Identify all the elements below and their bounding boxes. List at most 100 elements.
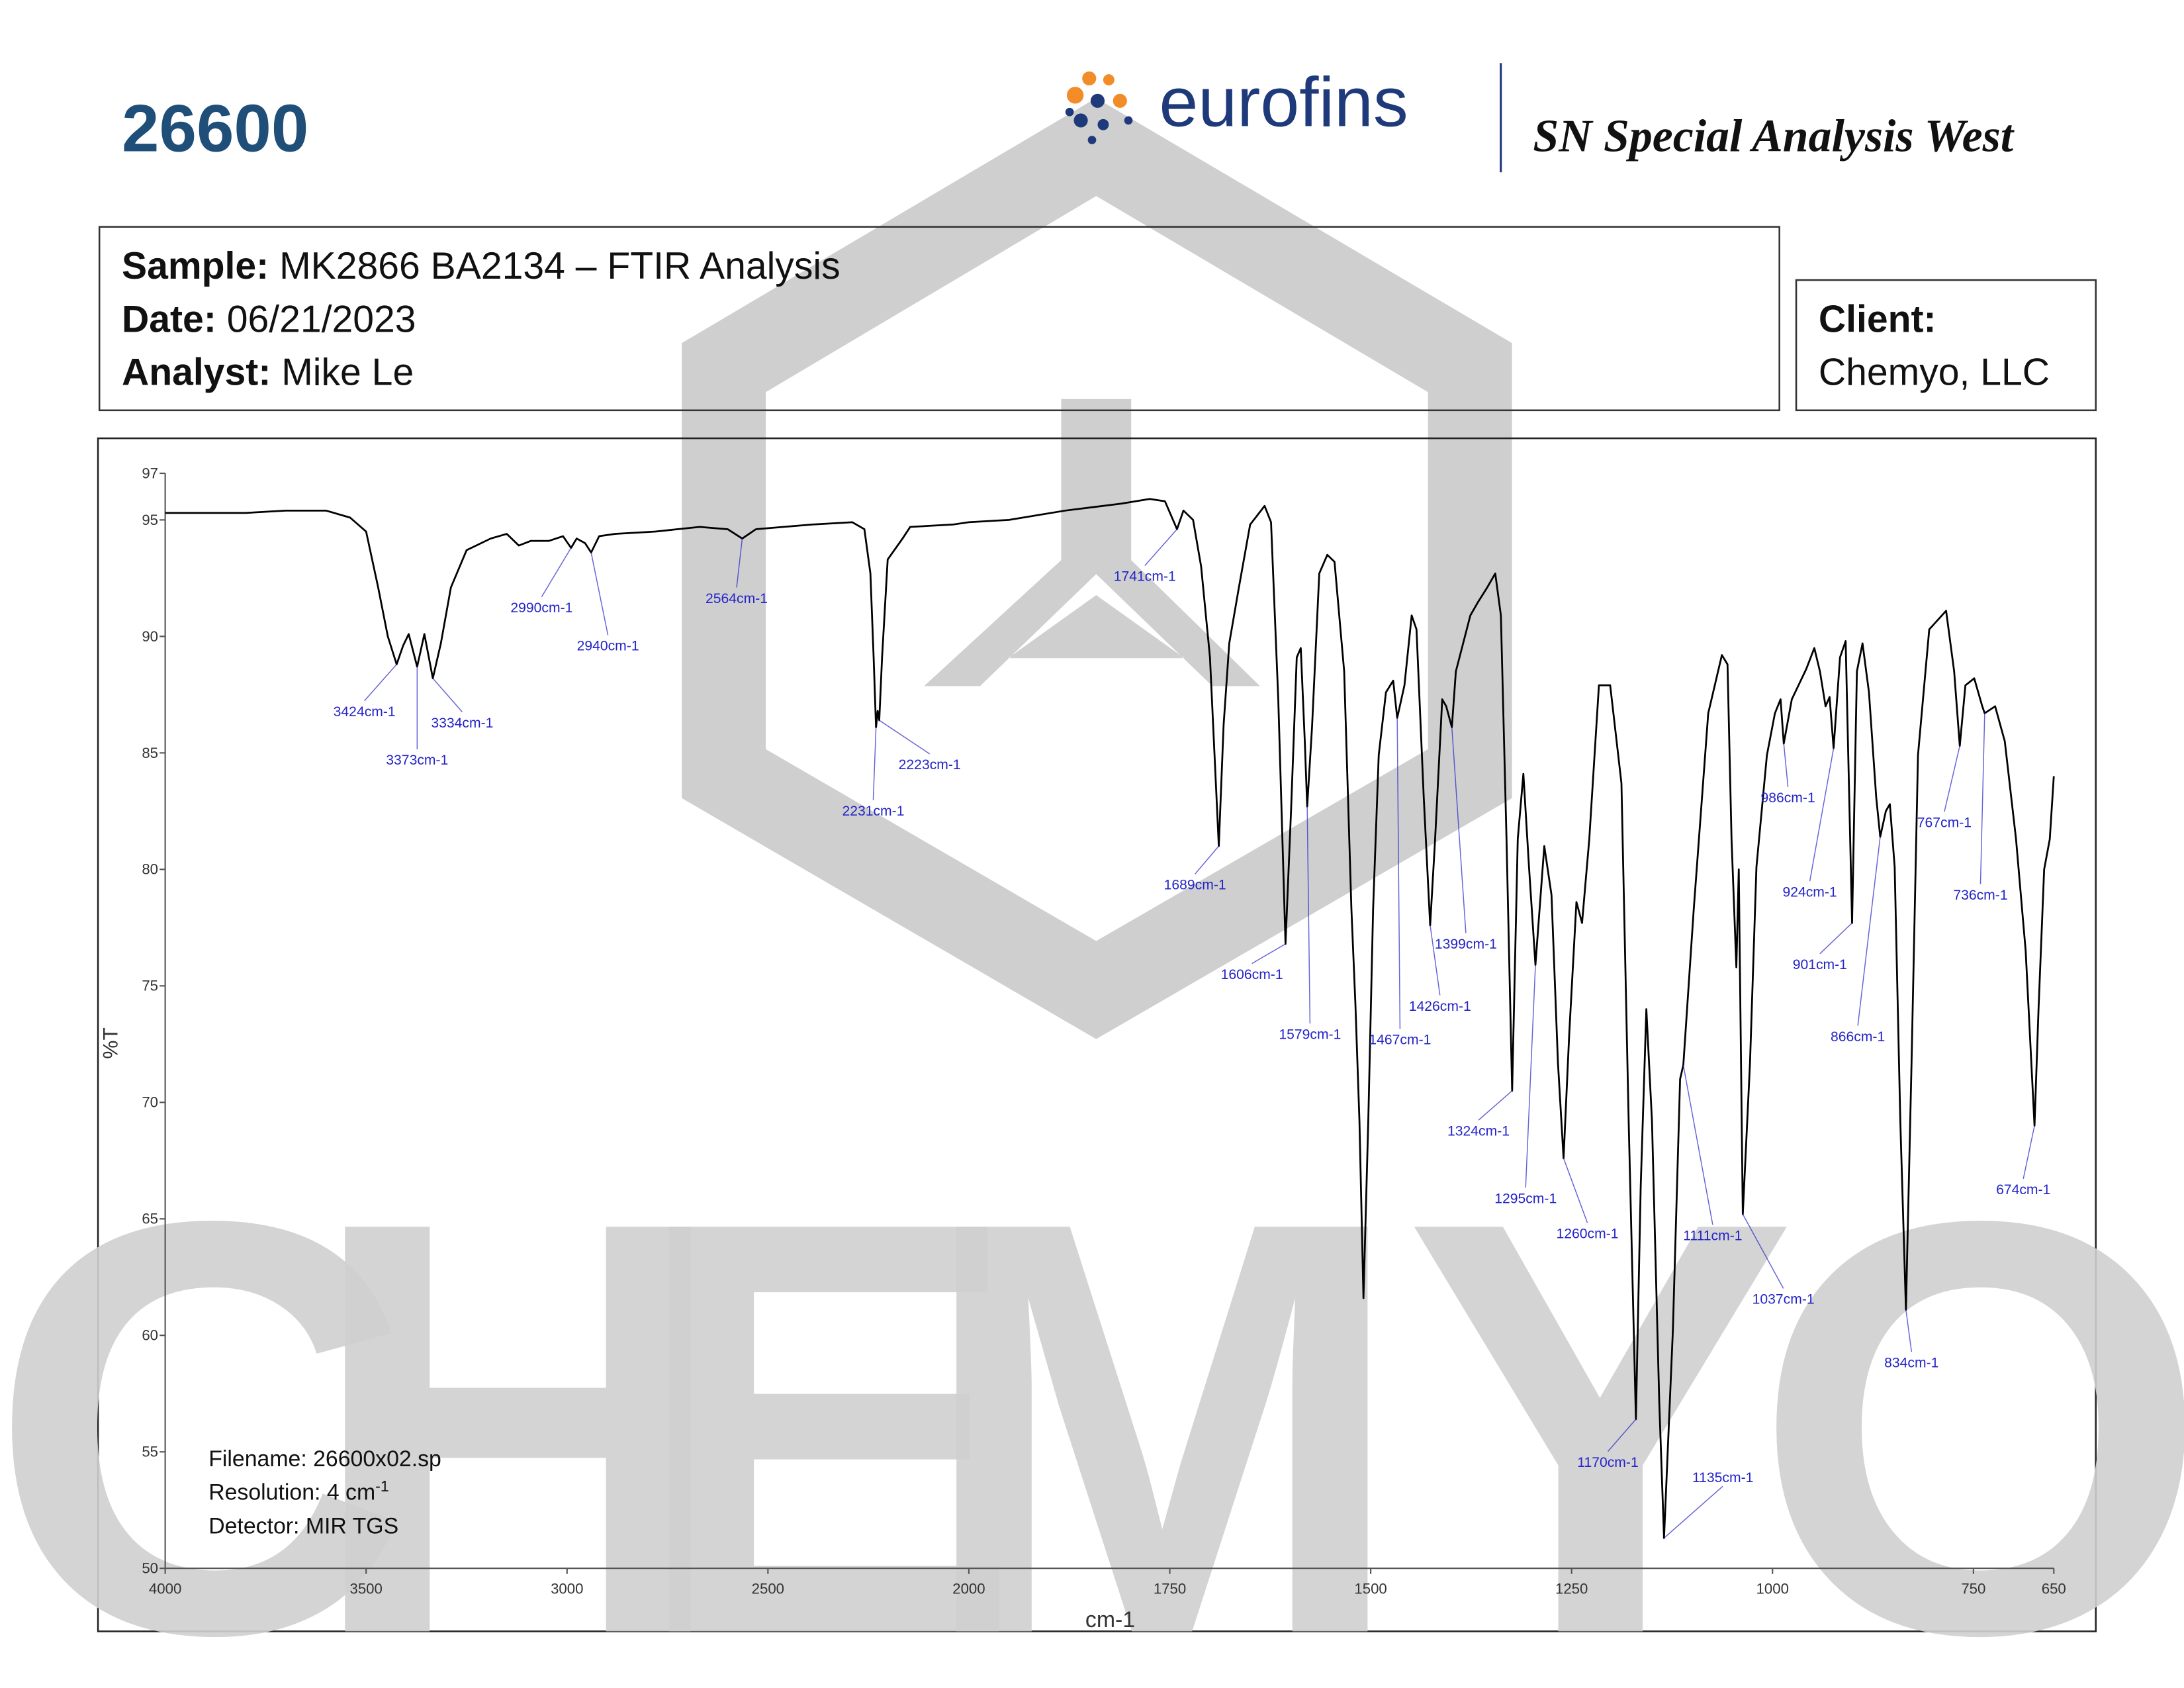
- watermark-letter: E: [630, 1100, 1023, 1688]
- peak-label: 2990cm-1: [510, 600, 572, 616]
- field-label: Analyst:: [122, 352, 271, 394]
- x-tick-label: 1000: [1756, 1580, 1789, 1597]
- y-tick-label: 60: [142, 1327, 158, 1344]
- peak-leader: [1857, 836, 1881, 1026]
- note: Resolution: 4 cm-1: [208, 1477, 389, 1505]
- peak-label: 866cm-1: [1831, 1029, 1885, 1045]
- watermark-flask: [924, 399, 1260, 686]
- note-text: Resolution: 4 cm: [208, 1480, 375, 1505]
- x-tick-label: 1250: [1555, 1580, 1588, 1597]
- peak-leader: [364, 664, 397, 702]
- peak-leader: [590, 552, 609, 635]
- chart-frame: [97, 437, 2097, 1632]
- x-tick-label: 1500: [1354, 1580, 1387, 1597]
- y-tick-label: 50: [142, 1560, 158, 1577]
- y-tick-label: 85: [142, 745, 158, 761]
- note: Detector: MIR TGS: [208, 1513, 398, 1538]
- x-tick-label: 1750: [1154, 1580, 1186, 1597]
- peak-label: 767cm-1: [1917, 815, 1972, 830]
- client-box: [1795, 279, 2097, 412]
- peak-leader: [541, 547, 572, 598]
- peak-leader: [1144, 528, 1177, 566]
- peak-leader: [1396, 718, 1401, 1029]
- peak-leader: [1663, 1485, 1723, 1539]
- peak-leader: [1306, 806, 1311, 1024]
- peak-label: 674cm-1: [1996, 1182, 2050, 1197]
- peak-label: 1689cm-1: [1164, 878, 1226, 893]
- peak-label: 2231cm-1: [842, 804, 904, 819]
- spectrum-line: [165, 498, 2055, 1539]
- peak-label: 2564cm-1: [705, 591, 768, 606]
- watermark-letter: O: [1752, 1100, 2184, 1688]
- y-tick-label: 70: [142, 1094, 158, 1111]
- plot: 50 55 60 65 70 75 80 85 90 95 97 4000 3500 3000 2500 20…: [99, 465, 2066, 1632]
- watermark-letter: H: [306, 1100, 731, 1688]
- peak-label: 2940cm-1: [577, 639, 639, 654]
- analyst-line: Analyst: Mike Le: [122, 352, 414, 394]
- peak-label: 3334cm-1: [431, 716, 493, 731]
- x-tick-label: 750: [1961, 1580, 1985, 1597]
- watermark-letter: M: [917, 1100, 1407, 1688]
- peak-label: 1260cm-1: [1556, 1226, 1618, 1241]
- peak-label: 736cm-1: [1953, 888, 2007, 903]
- peak-label: 834cm-1: [1884, 1355, 1938, 1370]
- peak-leader: [1809, 748, 1835, 882]
- peak-leader: [1783, 743, 1789, 787]
- peak-label: 3424cm-1: [334, 704, 396, 720]
- y-tick-label: 95: [142, 512, 158, 528]
- x-tick-label: 4000: [149, 1580, 181, 1597]
- peak-leader: [736, 538, 743, 588]
- note-text: Detector: MIR TGS: [208, 1513, 398, 1538]
- y-axis-title: %T: [99, 1027, 122, 1059]
- peak-label: 924cm-1: [1782, 885, 1837, 900]
- peak-label: 1295cm-1: [1494, 1191, 1557, 1206]
- field-label: Sample:: [122, 245, 269, 287]
- peak-leader: [2023, 1125, 2035, 1180]
- sample-box: [98, 226, 1780, 412]
- field-value: Mike Le: [281, 352, 414, 394]
- brand-name: eurofins: [1160, 63, 1408, 141]
- peak-label: 1111cm-1: [1683, 1228, 1742, 1243]
- y-tick-label: 90: [142, 628, 158, 645]
- peak-leader: [1451, 727, 1467, 933]
- peak-label: 3373cm-1: [386, 753, 448, 768]
- peak-leader: [432, 678, 463, 712]
- peak-leader: [1819, 922, 1852, 955]
- client-name: Chemyo, LLC: [1819, 352, 2050, 394]
- lab-name: SN Special Analysis West: [1533, 111, 2015, 162]
- peak-label: 2223cm-1: [899, 757, 961, 773]
- field-value: MK2866 BA2134 – FTIR Analysis: [279, 245, 841, 287]
- peak-leader: [1742, 1213, 1784, 1289]
- x-tick-label: 3000: [551, 1580, 583, 1597]
- peak-leader: [1944, 745, 1960, 812]
- peak-label: 1399cm-1: [1435, 937, 1497, 952]
- peak-leader: [1525, 964, 1536, 1188]
- watermark-letter: Y: [1404, 1100, 1797, 1688]
- peak-label: 1170cm-1: [1577, 1455, 1638, 1470]
- y-tick-label: 80: [142, 861, 158, 878]
- x-tick-label: 3500: [349, 1580, 382, 1597]
- peak-label: 1741cm-1: [1114, 569, 1176, 585]
- peak-label: 1467cm-1: [1369, 1032, 1431, 1047]
- eurofins-logo-dots: [1065, 71, 1133, 144]
- note-text: Filename: 26600x02.sp: [208, 1446, 441, 1472]
- x-axis-title: cm-1: [1085, 1607, 1135, 1632]
- peak-label: 986cm-1: [1760, 790, 1815, 806]
- peak-label: 1324cm-1: [1447, 1123, 1510, 1139]
- x-tick-label: 2000: [952, 1580, 985, 1597]
- sample-line: Sample: MK2866 BA2134 – FTIR Analysis: [122, 245, 841, 287]
- field-value: 06/21/2023: [227, 298, 416, 340]
- peak-label: 1606cm-1: [1221, 967, 1283, 982]
- peak-label: 1579cm-1: [1279, 1027, 1341, 1042]
- peak-label: 1037cm-1: [1752, 1292, 1815, 1307]
- y-tick-label: 97: [142, 465, 158, 481]
- date-line: Date: 06/21/2023: [122, 298, 416, 340]
- watermark: [682, 98, 1512, 1039]
- peak-label: 1426cm-1: [1409, 999, 1471, 1014]
- watermark-flask-inner: [979, 574, 1212, 686]
- note-superscript: -1: [375, 1477, 389, 1495]
- peak-leader: [1195, 845, 1220, 874]
- field-label: Date:: [122, 298, 216, 340]
